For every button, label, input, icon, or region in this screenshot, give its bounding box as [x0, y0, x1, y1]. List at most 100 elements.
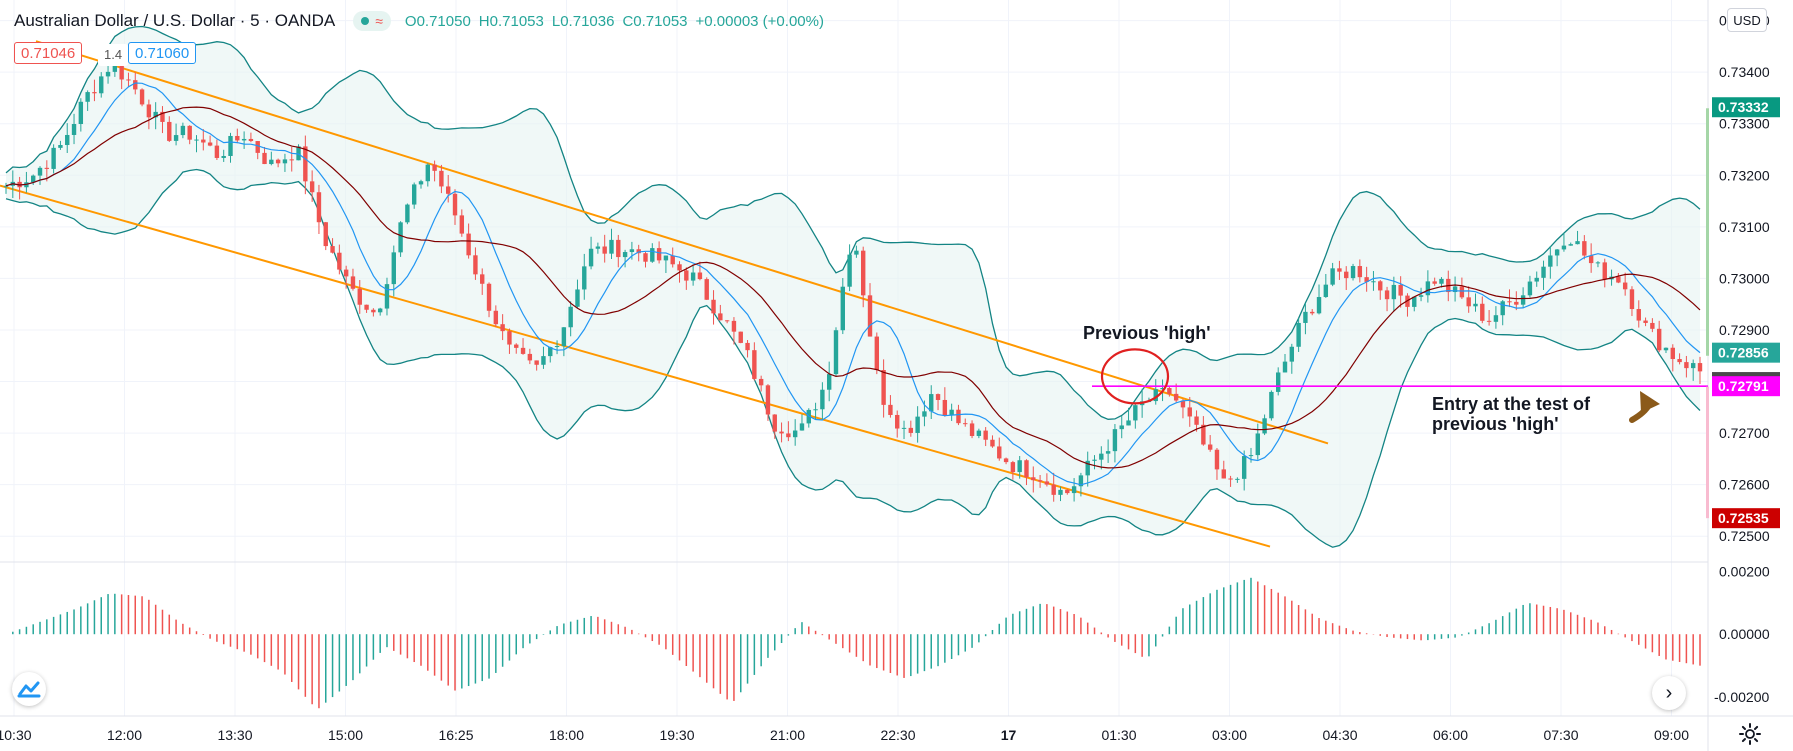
candle-body: [126, 79, 131, 81]
candle-body: [1486, 320, 1492, 322]
candle-body: [459, 215, 465, 234]
candle-body: [1037, 480, 1043, 482]
candle-body: [377, 308, 383, 313]
candle-body: [105, 71, 111, 77]
candle-body: [92, 92, 97, 94]
currency-button[interactable]: USD: [1727, 8, 1767, 32]
candle-body: [602, 246, 607, 254]
candle-body: [221, 155, 226, 158]
candle-body: [833, 330, 839, 375]
scroll-to-realtime-button[interactable]: ›: [1652, 676, 1686, 710]
candle-body: [1330, 268, 1335, 285]
candle-body: [1173, 393, 1179, 401]
price-tick-label: 0.73100: [1719, 219, 1770, 235]
candle-body: [1044, 481, 1050, 485]
candle-body: [840, 286, 845, 331]
candle-body: [1153, 389, 1158, 402]
candle-body: [425, 164, 430, 182]
candle-body: [228, 135, 233, 156]
previous-high-circle: [1100, 348, 1170, 405]
price-tag-label: 0.72856: [1718, 345, 1769, 361]
entry-label-line2: previous 'high': [1432, 414, 1559, 434]
candle-body: [1575, 241, 1580, 245]
candle-body: [1357, 266, 1363, 278]
price-tag-bg: [1712, 342, 1780, 363]
candle-body: [255, 141, 260, 153]
candle-body: [99, 76, 104, 94]
candle-body: [670, 255, 675, 265]
candle-body: [1500, 301, 1505, 316]
candle-body: [1656, 328, 1662, 351]
candle-body: [1527, 281, 1533, 296]
candle-body: [139, 89, 145, 105]
candle-body: [1412, 296, 1417, 307]
candle-body: [78, 101, 84, 125]
oscillator-tick-label: 0.00200: [1719, 563, 1770, 579]
candle-body: [180, 125, 186, 136]
candle-body: [1248, 455, 1254, 457]
candle-body: [684, 270, 689, 281]
candle-body: [1010, 462, 1016, 473]
candle-body: [207, 142, 213, 146]
candle-body: [724, 320, 730, 322]
candle-body: [241, 138, 247, 141]
price-tick-label: 0.72700: [1719, 425, 1770, 441]
candle-body: [1071, 486, 1077, 494]
ohlc-close: C0.71053: [622, 12, 688, 30]
candle-body: [85, 92, 90, 102]
candle-body: [820, 389, 825, 410]
candle-body: [1677, 359, 1682, 363]
candle-body: [969, 423, 975, 436]
candle-body: [1650, 322, 1655, 329]
buy-price-button[interactable]: 0.71060: [128, 42, 197, 64]
candle-body: [167, 121, 172, 141]
candle-body: [466, 233, 471, 256]
candle-body: [697, 272, 703, 280]
candle-body: [765, 385, 771, 415]
candle-body: [3, 185, 9, 187]
ohlc-low: L0.71036: [551, 12, 615, 30]
candle-body: [194, 139, 199, 141]
candle-body: [1520, 295, 1526, 305]
candle-body: [65, 134, 70, 146]
candle-body: [439, 170, 444, 187]
candle-body: [405, 204, 410, 223]
time-tick-label: 13:30: [217, 727, 252, 743]
channel-upper-line: [35, 40, 1329, 445]
oscillator-tick-label: 0.00000: [1719, 626, 1770, 642]
bollinger-lower-line: [5, 168, 1701, 548]
candle-body: [1180, 400, 1186, 408]
candle-body: [289, 159, 294, 161]
price-tag-label: 0.72535: [1718, 510, 1769, 526]
gear-icon[interactable]: [1738, 722, 1762, 746]
price-tick-label: 0.73400: [1719, 64, 1770, 80]
candle-body: [548, 347, 553, 357]
candle-body: [1194, 416, 1199, 425]
status-dot-icon: [361, 17, 370, 25]
candle-body: [901, 427, 907, 429]
candle-body: [1167, 388, 1172, 394]
candle-body: [1697, 363, 1703, 372]
scale-range-down: [1706, 386, 1709, 519]
candle-body: [731, 320, 737, 332]
scale-range-up: [1706, 108, 1709, 356]
price-tick-label: 0.73000: [1719, 270, 1770, 286]
sell-price-button[interactable]: 0.71046: [14, 42, 83, 64]
candle-body: [1554, 249, 1560, 256]
candle-body: [1690, 363, 1696, 369]
candle-body: [895, 414, 900, 429]
symbol-title[interactable]: Australian Dollar / U.S. Dollar · 5 · OA…: [14, 11, 336, 30]
candle-body: [813, 409, 818, 411]
candle-body: [1684, 362, 1689, 369]
price-tick-label: 0.72900: [1719, 322, 1770, 338]
price-tag-label: 0.73332: [1718, 99, 1769, 115]
tradingview-logo-icon[interactable]: [12, 672, 46, 706]
candle-body: [983, 430, 988, 440]
candle-body: [1670, 347, 1675, 360]
bollinger-upper-line: [5, 25, 1701, 420]
candle-body: [309, 181, 315, 193]
candle-body: [929, 394, 934, 412]
market-status-badge[interactable]: ≈: [353, 11, 391, 31]
candle-body: [1473, 303, 1478, 307]
